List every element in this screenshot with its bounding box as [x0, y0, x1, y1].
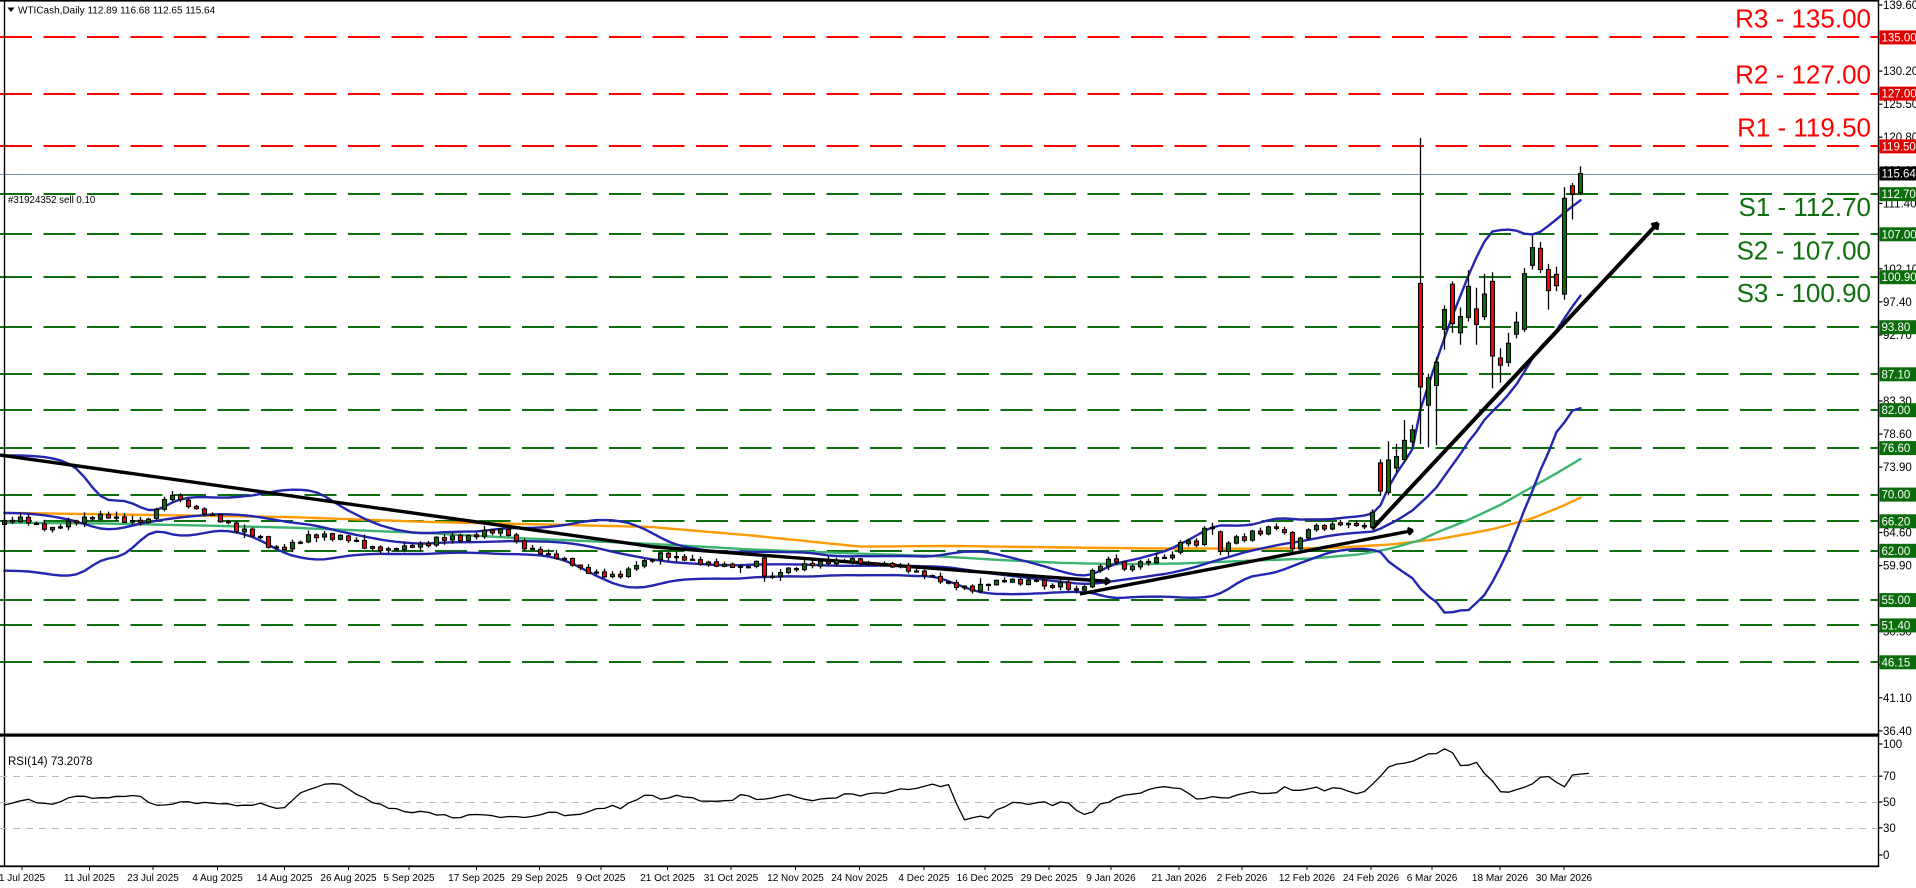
svg-text:6 Mar 2026: 6 Mar 2026 — [1407, 873, 1458, 884]
svg-text:30 Mar 2026: 30 Mar 2026 — [1536, 873, 1593, 884]
svg-text:S1 - 112.70: S1 - 112.70 — [1738, 192, 1871, 222]
svg-text:23 Jul 2025: 23 Jul 2025 — [127, 873, 179, 884]
svg-text:24 Nov 2025: 24 Nov 2025 — [831, 873, 888, 884]
svg-text:70: 70 — [1883, 771, 1896, 783]
svg-text:26 Aug 2025: 26 Aug 2025 — [320, 873, 377, 884]
svg-text:64.60: 64.60 — [1883, 528, 1912, 540]
svg-text:#31924352 sell 0.10: #31924352 sell 0.10 — [8, 195, 96, 206]
svg-text:14 Aug 2025: 14 Aug 2025 — [256, 873, 313, 884]
svg-text:127.00: 127.00 — [1882, 89, 1916, 101]
svg-text:30: 30 — [1883, 823, 1896, 835]
svg-text:9 Jan 2026: 9 Jan 2026 — [1086, 873, 1136, 884]
svg-text:0: 0 — [1883, 850, 1889, 862]
svg-text:4 Dec 2025: 4 Dec 2025 — [898, 873, 950, 884]
svg-text:125.50: 125.50 — [1883, 99, 1916, 111]
svg-text:36.40: 36.40 — [1883, 726, 1912, 738]
svg-text:73.90: 73.90 — [1883, 462, 1912, 474]
svg-text:112.70: 112.70 — [1882, 189, 1916, 201]
svg-text:29 Sep 2025: 29 Sep 2025 — [511, 873, 568, 884]
svg-text:50: 50 — [1883, 797, 1896, 809]
svg-text:107.00: 107.00 — [1882, 229, 1916, 241]
svg-text:29 Dec 2025: 29 Dec 2025 — [1021, 873, 1078, 884]
svg-text:66.20: 66.20 — [1882, 516, 1911, 528]
svg-text:S3 - 100.90: S3 - 100.90 — [1737, 278, 1871, 308]
svg-text:9 Oct 2025: 9 Oct 2025 — [577, 873, 626, 884]
svg-text:1 Jul 2025: 1 Jul 2025 — [0, 873, 46, 884]
svg-text:130.20: 130.20 — [1883, 66, 1916, 78]
svg-text:17 Sep 2025: 17 Sep 2025 — [448, 873, 505, 884]
svg-text:31 Oct 2025: 31 Oct 2025 — [704, 873, 759, 884]
svg-text:76.60: 76.60 — [1882, 443, 1911, 455]
svg-text:24 Feb 2026: 24 Feb 2026 — [1343, 873, 1400, 884]
svg-text:S2 - 107.00: S2 - 107.00 — [1737, 235, 1871, 265]
svg-text:R1 - 119.50: R1 - 119.50 — [1737, 112, 1871, 142]
svg-text:RSI(14) 73.2078: RSI(14) 73.2078 — [8, 756, 92, 768]
svg-text:62.00: 62.00 — [1882, 546, 1911, 558]
svg-text:21 Oct 2025: 21 Oct 2025 — [640, 873, 695, 884]
svg-text:97.40: 97.40 — [1883, 297, 1912, 309]
svg-text:111.40: 111.40 — [1883, 198, 1916, 210]
svg-text:12 Nov 2025: 12 Nov 2025 — [767, 873, 824, 884]
svg-text:115.64: 115.64 — [1882, 169, 1916, 181]
svg-text:139.60: 139.60 — [1883, 0, 1916, 12]
svg-text:R2 - 127.00: R2 - 127.00 — [1735, 60, 1871, 90]
svg-text:4 Aug 2025: 4 Aug 2025 — [192, 873, 243, 884]
svg-text:100: 100 — [1883, 739, 1902, 751]
svg-text:70.00: 70.00 — [1882, 490, 1911, 502]
svg-text:87.10: 87.10 — [1882, 369, 1911, 381]
svg-text:51.40: 51.40 — [1882, 620, 1911, 632]
svg-text:78.60: 78.60 — [1883, 429, 1912, 441]
svg-text:59.90: 59.90 — [1883, 561, 1912, 573]
svg-text:16 Dec 2025: 16 Dec 2025 — [957, 873, 1014, 884]
svg-text:46.15: 46.15 — [1882, 657, 1911, 669]
svg-text:135.00: 135.00 — [1882, 32, 1916, 44]
svg-text:WTICash,Daily 112.89 116.68 1: WTICash,Daily 112.89 116.68 112.65 115.6… — [18, 6, 216, 17]
svg-text:55.00: 55.00 — [1882, 595, 1911, 607]
svg-text:41.10: 41.10 — [1883, 693, 1912, 705]
svg-text:93.80: 93.80 — [1882, 322, 1911, 334]
svg-text:119.50: 119.50 — [1882, 141, 1916, 153]
svg-text:82.00: 82.00 — [1882, 405, 1911, 417]
svg-text:2 Feb 2026: 2 Feb 2026 — [1217, 873, 1268, 884]
svg-text:R3 - 135.00: R3 - 135.00 — [1735, 3, 1871, 33]
svg-text:18 Mar 2026: 18 Mar 2026 — [1472, 873, 1529, 884]
svg-text:12 Feb 2026: 12 Feb 2026 — [1279, 873, 1336, 884]
svg-text:21 Jan 2026: 21 Jan 2026 — [1151, 873, 1206, 884]
svg-text:5 Sep 2025: 5 Sep 2025 — [383, 873, 435, 884]
svg-text:100.90: 100.90 — [1882, 272, 1916, 284]
svg-text:11 Jul 2025: 11 Jul 2025 — [64, 873, 115, 884]
